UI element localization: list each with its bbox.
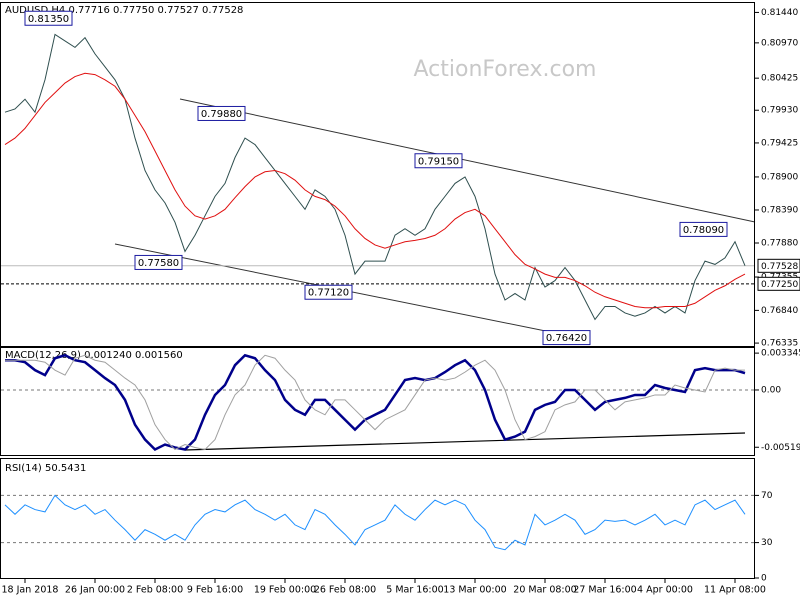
panel-border xyxy=(0,347,755,456)
y-tick-label: 0.80970 xyxy=(761,38,798,48)
annotation-box xyxy=(542,330,591,346)
series-line xyxy=(4,494,746,551)
annotation-label: 0.79880 xyxy=(201,109,242,120)
y-tick-label: 30 xyxy=(761,538,773,548)
plot-layer: AUDUSD,H4 0.77716 0.77750 0.77527 0.7752… xyxy=(1,5,800,584)
trend-line xyxy=(179,98,756,223)
x-tick-label: 20 Mar 08:00 xyxy=(513,585,576,596)
panel-border xyxy=(0,2,755,347)
y-tick-label: 0 xyxy=(761,574,767,584)
annotation-box xyxy=(414,153,463,169)
y-tick-label: -0.005197 xyxy=(761,443,800,453)
y-tick-label: 0.00 xyxy=(761,385,781,395)
level-label-box xyxy=(757,276,800,291)
level-label: 0.77250 xyxy=(761,280,798,290)
panel-border xyxy=(0,458,755,579)
x-tick-label: 26 Feb 08:00 xyxy=(314,585,376,596)
x-tick-label: 18 Jan 2018 xyxy=(2,585,59,596)
series-line xyxy=(4,33,746,321)
x-tick-label: 9 Feb 16:00 xyxy=(187,585,243,596)
series-line xyxy=(5,354,745,451)
y-tick-label: 0.80425 xyxy=(761,74,798,84)
series-line xyxy=(5,353,746,452)
y-tick-label: 0.76840 xyxy=(761,306,798,316)
y-tick-label: 70 xyxy=(761,491,773,501)
annotation-box xyxy=(304,284,353,300)
y-tick-label: 0.77880 xyxy=(761,239,798,249)
panel-title: RSI(14) 50.5431 xyxy=(5,463,86,474)
x-tick-label: 26 Jan 00:00 xyxy=(65,585,125,596)
x-tick-label: 13 Mar 00:00 xyxy=(443,585,506,596)
panel-title: MACD(12,26,9) 0.001240 0.001560 xyxy=(5,350,183,361)
annotation-box xyxy=(134,254,183,270)
annotation-box xyxy=(197,105,246,121)
last-price-label: 0.77528 xyxy=(761,262,798,272)
annotation-box xyxy=(24,10,73,26)
annotation-box xyxy=(679,221,728,237)
x-tick-label: 4 Apr 00:00 xyxy=(637,585,693,596)
y-tick-label: 0.76335 xyxy=(761,339,798,349)
y-tick-label: 0.79930 xyxy=(761,106,798,116)
annotation-label: 0.81350 xyxy=(28,14,69,25)
annotation-label: 0.78090 xyxy=(683,225,724,236)
panel-title: AUDUSD,H4 0.77716 0.77750 0.77527 0.7752… xyxy=(5,5,243,16)
y-tick-label: 0.79425 xyxy=(761,138,798,148)
x-tick-label: 5 Mar 16:00 xyxy=(386,585,443,596)
x-tick-label: 2 Feb 08:00 xyxy=(127,585,183,596)
annotation-label: 0.77580 xyxy=(138,258,179,269)
series-line xyxy=(4,72,746,309)
y-tick-label: 0.78900 xyxy=(761,172,798,182)
trend-line xyxy=(184,432,746,451)
y-tick-label: 0.78390 xyxy=(761,205,798,215)
y-tick-label: 0.81440 xyxy=(761,8,798,18)
watermark: ActionForex.com xyxy=(414,57,597,82)
annotation-label: 0.77120 xyxy=(308,288,349,299)
x-tick-label: 11 Apr 08:00 xyxy=(704,585,766,596)
y-tick-label: 0.003345 xyxy=(761,349,800,359)
x-tick-label: 19 Feb 00:00 xyxy=(254,585,316,596)
annotation-label: 0.79150 xyxy=(418,156,459,167)
last-price-label-box xyxy=(757,258,800,273)
x-tick-label: 27 Mar 16:00 xyxy=(573,585,636,596)
annotation-label: 0.76420 xyxy=(546,333,587,344)
